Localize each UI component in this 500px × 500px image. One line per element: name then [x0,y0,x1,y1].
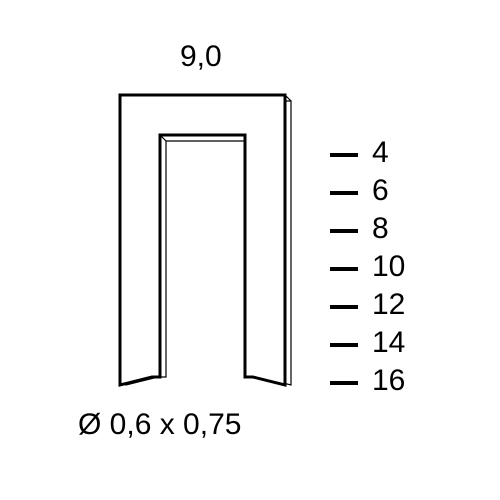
scale-tick [330,267,358,271]
wire-spec-label: Ø 0,6 x 0,75 [78,408,241,442]
scale-label: 10 [372,250,405,284]
scale-label: 16 [372,364,405,398]
diagram-stage: 9,0 46810121416 Ø 0,6 x 0,75 [0,0,500,500]
scale-tick [330,343,358,347]
scale-label: 12 [372,288,405,322]
staple-drawing [0,0,500,500]
scale-label: 8 [372,212,389,246]
scale-tick [330,229,358,233]
scale-tick [330,153,358,157]
scale-tick [330,305,358,309]
scale-tick [330,191,358,195]
staple-outline [120,95,285,385]
scale-tick [330,381,358,385]
scale-label: 6 [372,174,389,208]
scale-label: 14 [372,326,405,360]
scale-label: 4 [372,136,389,170]
